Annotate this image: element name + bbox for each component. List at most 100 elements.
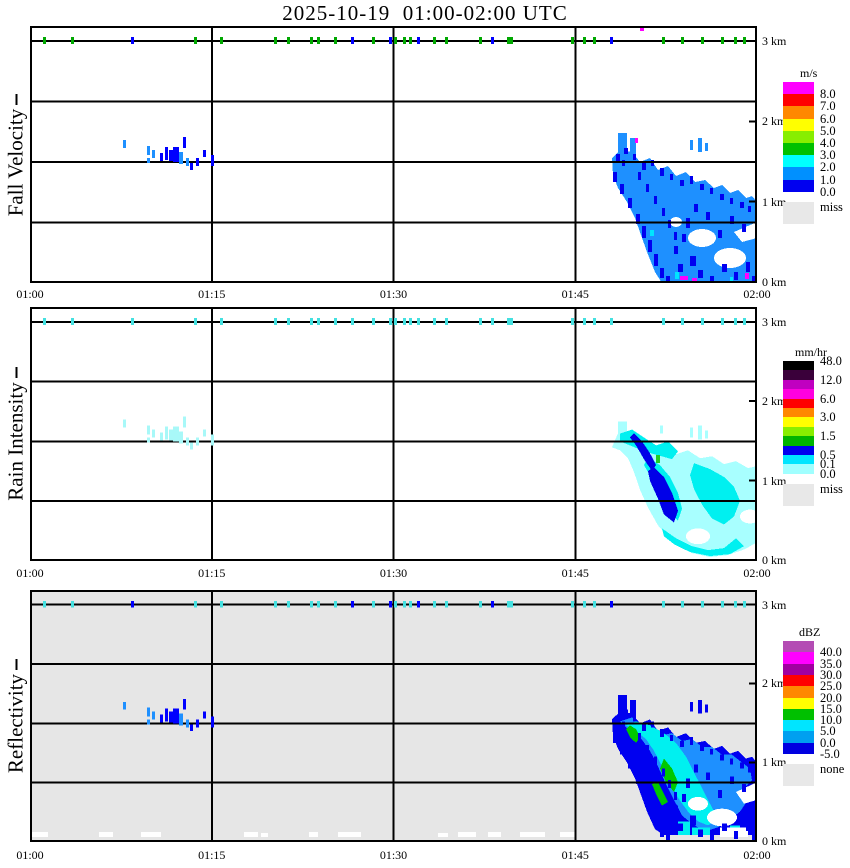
colorbar-segment bbox=[783, 455, 814, 465]
colorbar-label: 10.0 bbox=[820, 713, 842, 728]
y-axis-label-reflectivity: Reflectivity bbox=[4, 606, 29, 826]
colorbar-segment bbox=[783, 417, 814, 428]
y-axis-label-text: Rain Intensity bbox=[3, 382, 28, 501]
colorbar-missing-label: miss bbox=[820, 481, 843, 496]
colorbar-segment bbox=[783, 708, 814, 721]
time-tick-label: 01:45 bbox=[561, 566, 589, 580]
height-label-2km: 2 km bbox=[762, 676, 787, 691]
colorbar-title-rain-intensity: mm/hr bbox=[795, 345, 827, 359]
time-tick-label: 02:00 bbox=[743, 848, 771, 862]
colorbar-segment bbox=[783, 408, 814, 418]
time-tick-label: 01:45 bbox=[561, 848, 589, 862]
plot-area-fall-velocity bbox=[30, 26, 757, 283]
colorbar-label: 12.0 bbox=[820, 372, 842, 387]
colorbar-segment bbox=[783, 370, 814, 381]
colorbar-segment bbox=[783, 94, 814, 107]
colorbar-segment bbox=[783, 361, 814, 371]
time-tick-label: 02:00 bbox=[743, 566, 771, 580]
height-label-0km: 0 km bbox=[762, 275, 787, 289]
colorbar-label: 8.0 bbox=[820, 87, 836, 102]
colorbar-label: 0.1 bbox=[820, 457, 836, 472]
colorbar-title-fall-velocity: m/s bbox=[800, 66, 818, 80]
colorbar-title-reflectivity: dBZ bbox=[799, 625, 821, 639]
time-tick-label: 01:30 bbox=[379, 848, 408, 862]
plot-area-rain-intensity bbox=[30, 307, 757, 561]
y-axis-label-fall-velocity: Fall Velocity bbox=[4, 45, 29, 265]
y-axis-label-text: Fall Velocity bbox=[3, 108, 28, 216]
time-tick-label: 01:00 bbox=[16, 287, 44, 301]
colorbar-segment bbox=[783, 686, 814, 698]
colorbar-missing-label: none bbox=[820, 762, 845, 776]
colorbar-segment bbox=[783, 82, 814, 95]
colorbar-segment bbox=[783, 106, 814, 120]
time-tick-label: 01:15 bbox=[198, 566, 226, 580]
height-label-0km: 0 km bbox=[762, 553, 787, 567]
colorbar-segment bbox=[783, 398, 814, 409]
time-tick-label: 01:45 bbox=[561, 287, 589, 301]
time-tick-label: 01:00 bbox=[16, 848, 44, 862]
time-tick-label: 02:00 bbox=[743, 287, 771, 301]
colorbar-label: 0.0 bbox=[820, 184, 836, 199]
colorbar-label: 3.0 bbox=[820, 410, 836, 425]
height-label-3km: 3 km bbox=[762, 34, 787, 48]
colorbar-segment bbox=[783, 426, 814, 437]
colorbar-segment bbox=[783, 652, 814, 665]
colorbar-missing-label: miss bbox=[820, 199, 843, 214]
colorbar-label: 30.0 bbox=[820, 667, 842, 682]
colorbar-segment bbox=[783, 742, 814, 755]
colorbar-label: 1.5 bbox=[820, 429, 836, 444]
colorbar-label: 2.0 bbox=[820, 160, 836, 175]
colorbar-label: 0.5 bbox=[820, 448, 836, 462]
colorbar-label: 0.0 bbox=[820, 735, 836, 750]
colorbar-segment bbox=[783, 663, 814, 676]
colorbar-label: 40.0 bbox=[820, 645, 842, 660]
plot-area-reflectivity bbox=[30, 590, 757, 842]
colorbar-label: 7.0 bbox=[820, 99, 836, 114]
colorbar-segment bbox=[783, 167, 814, 181]
colorbar-segment bbox=[783, 674, 814, 687]
time-tick-label: 01:30 bbox=[379, 287, 408, 301]
colorbar-label: 48.0 bbox=[820, 354, 842, 368]
heatmap-canvas-reflectivity bbox=[30, 590, 757, 842]
colorbar-segment bbox=[783, 130, 814, 144]
colorbar-label: -5.0 bbox=[820, 747, 840, 761]
colorbar-label: 35.0 bbox=[820, 656, 842, 671]
colorbar-segment bbox=[783, 731, 814, 744]
axis-label-tick bbox=[15, 658, 17, 670]
y-axis-label-rain-intensity: Rain Intensity bbox=[4, 324, 29, 544]
time-tick-label: 01:15 bbox=[198, 287, 226, 301]
colorbar-label: 5.0 bbox=[820, 123, 836, 138]
colorbar-segment bbox=[783, 143, 814, 156]
colorbar-label: 20.0 bbox=[820, 690, 842, 705]
colorbar-segment bbox=[783, 720, 814, 732]
colorbar-label: 5.0 bbox=[820, 724, 836, 739]
colorbar-label: 6.0 bbox=[820, 111, 836, 126]
colorbar-segment bbox=[783, 641, 814, 653]
colorbar-segment bbox=[783, 464, 814, 475]
colorbar-label: 4.0 bbox=[820, 136, 836, 150]
colorbar-segment bbox=[783, 389, 814, 400]
colorbar-segment bbox=[783, 445, 814, 456]
axis-label-tick bbox=[15, 93, 17, 105]
colorbar-missing-swatch bbox=[783, 483, 814, 506]
colorbar-segment bbox=[783, 179, 814, 193]
colorbar-segment bbox=[783, 379, 814, 390]
colorbar-label: 0.0 bbox=[820, 466, 836, 481]
colorbar-label: 3.0 bbox=[820, 148, 836, 163]
height-label-0km: 0 km bbox=[762, 834, 787, 849]
time-tick-label: 01:00 bbox=[16, 566, 44, 580]
colorbar-label: 6.0 bbox=[820, 391, 836, 406]
colorbar-label: 1.0 bbox=[820, 172, 836, 187]
height-label-3km: 3 km bbox=[762, 314, 787, 329]
colorbar-label: 25.0 bbox=[820, 679, 842, 694]
height-label-1km: 1 km bbox=[762, 473, 787, 488]
height-label-3km: 3 km bbox=[762, 597, 787, 612]
axis-label-tick bbox=[15, 367, 17, 379]
colorbar-segment bbox=[783, 118, 814, 132]
colorbar-segment bbox=[783, 697, 814, 710]
height-label-1km: 1 km bbox=[762, 194, 787, 209]
colorbar-missing-swatch bbox=[783, 764, 814, 786]
height-label-2km: 2 km bbox=[762, 394, 787, 409]
colorbar-label: 15.0 bbox=[820, 701, 842, 716]
colorbar-missing-swatch bbox=[783, 201, 814, 224]
